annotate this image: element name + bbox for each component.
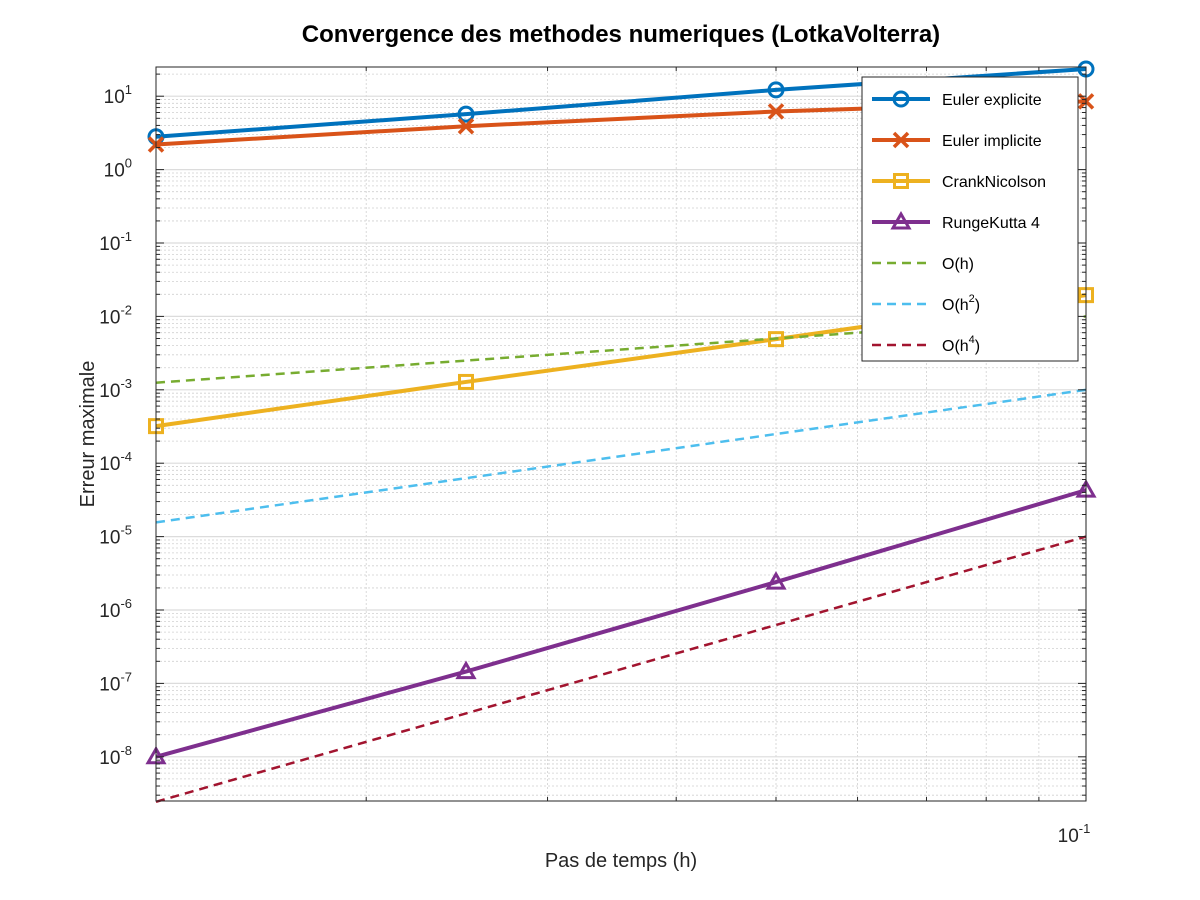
- y-tick-label: 10-1: [99, 229, 132, 255]
- x-axis-label: Pas de temps (h): [545, 850, 697, 872]
- y-tick-label: 100: [104, 156, 132, 182]
- legend-marker: [890, 210, 912, 230]
- series-5: [155, 388, 1087, 524]
- data-point: [457, 117, 475, 135]
- marker-stroke: [767, 103, 785, 120]
- legend: Euler explicite Euler implicite CrankNicol…: [861, 76, 1079, 362]
- series-line: [155, 388, 1087, 524]
- data-point: [457, 105, 475, 123]
- marker-stroke: [892, 131, 910, 149]
- legend-entry: O(h2): [872, 293, 980, 314]
- legend-entry: CrankNicolson: [872, 173, 1046, 191]
- series-6: [155, 535, 1087, 803]
- x-tick-label: 10-1: [1058, 821, 1091, 847]
- data-point: [767, 103, 785, 120]
- legend-label: Euler implicite: [942, 133, 1042, 150]
- legend-label: O(h2): [942, 293, 980, 314]
- legend-entry: Euler implicite: [872, 131, 1042, 150]
- y-tick-label: 10-6: [99, 596, 132, 622]
- data-point: [767, 81, 785, 99]
- y-tick-label: 10-4: [99, 449, 132, 475]
- legend-label: O(h4): [942, 334, 980, 355]
- legend-entry: O(h): [872, 256, 974, 273]
- data-point: [765, 571, 787, 590]
- legend-entry: O(h4): [872, 334, 980, 355]
- series-line: [155, 315, 1087, 384]
- legend-label: Euler explicite: [942, 92, 1042, 109]
- marker-stroke: [457, 117, 475, 135]
- y-tick-label: 10-3: [99, 376, 132, 402]
- series-4: [155, 315, 1087, 384]
- legend-entry: Euler explicite: [872, 90, 1042, 109]
- chart-title: Convergence des methodes numeriques (Lot…: [302, 21, 940, 48]
- data-point: [455, 660, 477, 680]
- y-axis-label: Erreur maximale: [77, 361, 99, 508]
- legend-label: RungeKutta 4: [942, 215, 1040, 232]
- y-tick-label: 101: [104, 82, 132, 108]
- y-tick-label: 10-7: [99, 669, 132, 695]
- legend-marker: [892, 90, 910, 108]
- legend-label: O(h): [942, 256, 974, 273]
- legend-entry: RungeKutta 4: [872, 210, 1040, 232]
- legend-marker: [893, 173, 909, 189]
- legend-marker: [892, 131, 910, 149]
- legend-label: CrankNicolson: [942, 174, 1046, 191]
- series-line: [155, 535, 1087, 803]
- data-point: [458, 373, 474, 390]
- y-tick-label: 10-2: [99, 302, 132, 328]
- axis-ticks: 10-8 10-7 10-6 10-5 10-4 10-3 10-2 10-1 100 101 10…: [99, 67, 1090, 847]
- y-tick-label: 10-5: [99, 523, 132, 549]
- plot-frame: [155, 66, 1087, 802]
- y-tick-label: 10-8: [99, 743, 132, 769]
- series-line: [155, 488, 1087, 759]
